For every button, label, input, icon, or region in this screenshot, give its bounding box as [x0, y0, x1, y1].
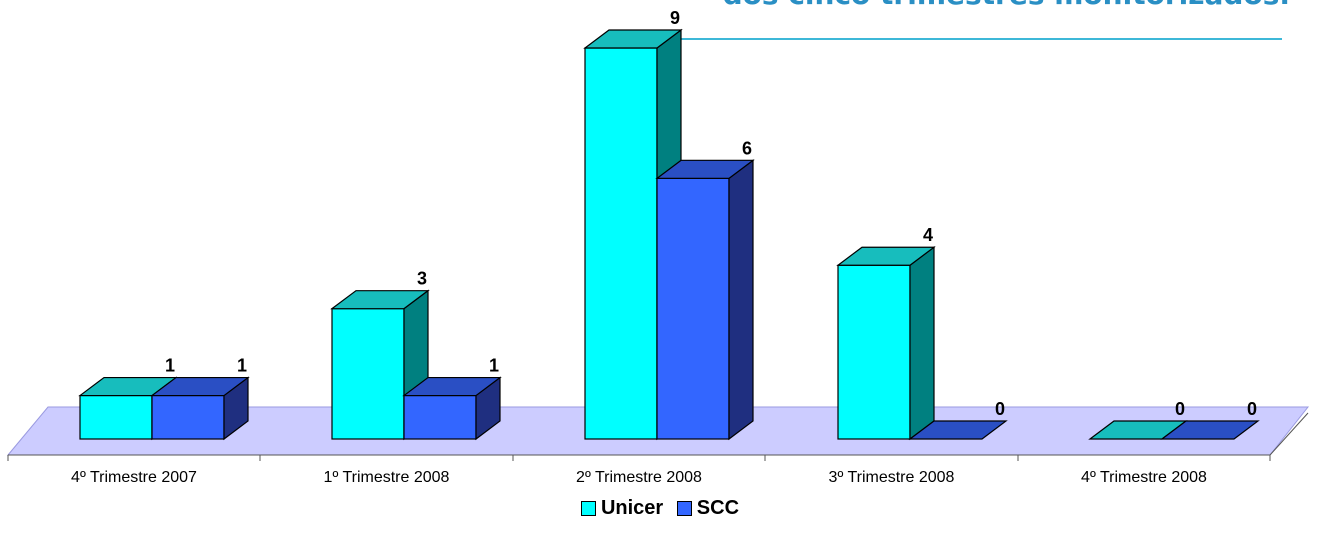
- bar-top-scc: [908, 420, 1008, 440]
- bar-top-scc: [655, 159, 755, 179]
- bar-front-unicer: [584, 47, 658, 440]
- chart-legend: Unicer SCC: [0, 497, 1320, 522]
- legend-item-scc: SCC: [676, 497, 740, 520]
- data-label-scc: 0: [1247, 399, 1257, 419]
- data-label-unicer: 1: [165, 356, 175, 376]
- bar-side-unicer: [909, 246, 935, 441]
- x-tick-label: 1º Trimestre 2008: [324, 469, 450, 486]
- bar-front-scc: [403, 394, 477, 440]
- x-tick-label: 4º Trimestre 2008: [1081, 469, 1207, 486]
- x-tick-label: 3º Trimestre 2008: [829, 469, 955, 486]
- bar-top-unicer: [836, 246, 936, 266]
- bar-front-unicer: [79, 394, 153, 440]
- data-label-scc: 1: [489, 356, 499, 376]
- data-label-unicer: 3: [417, 269, 427, 289]
- data-label-scc: 1: [237, 356, 247, 376]
- legend-label-unicer: Unicer: [600, 497, 664, 519]
- bar-top-scc: [1160, 420, 1260, 440]
- data-label-scc: 6: [742, 138, 752, 158]
- bar-front-unicer: [331, 308, 405, 440]
- legend-swatch-scc: [676, 501, 692, 516]
- x-tick-label: 4º Trimestre 2007: [71, 469, 197, 486]
- bar-front-scc: [656, 177, 730, 440]
- floor-right-edge: [1269, 412, 1309, 456]
- data-label-unicer: 4: [923, 225, 933, 245]
- bar-front-scc: [151, 394, 225, 440]
- bar-top-scc: [402, 376, 502, 397]
- bar-top-scc: [150, 376, 250, 397]
- title-divider: [680, 38, 1282, 40]
- bar-top-unicer: [583, 29, 683, 49]
- bar-front-unicer: [837, 264, 911, 440]
- data-label-unicer: 0: [1175, 399, 1185, 419]
- data-label-unicer: 9: [670, 8, 680, 28]
- legend-swatch-unicer: [580, 501, 596, 516]
- bar-side-scc: [728, 159, 754, 441]
- x-tick-label: 2º Trimestre 2008: [576, 469, 702, 486]
- bar-top-unicer: [330, 290, 430, 310]
- legend-item-unicer: Unicer: [580, 497, 664, 520]
- data-label-scc: 0: [995, 399, 1005, 419]
- bar-chart: 1 1 4º Trimestre 2007 3 1 1º Trimestre 2008 9 6…: [6, 8, 1310, 486]
- legend-label-scc: SCC: [696, 497, 740, 519]
- page-title: dos cinco trimestres monitorizados.: [700, 0, 1290, 11]
